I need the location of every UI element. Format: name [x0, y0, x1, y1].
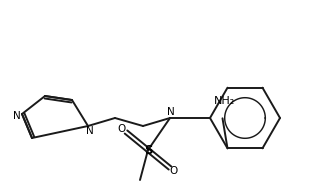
Text: NH₂: NH₂: [214, 96, 235, 106]
Text: S: S: [144, 144, 152, 158]
Text: N: N: [13, 111, 21, 121]
Text: O: O: [170, 166, 178, 176]
Text: N: N: [167, 107, 175, 117]
Text: O: O: [118, 124, 126, 134]
Text: N: N: [86, 126, 94, 136]
